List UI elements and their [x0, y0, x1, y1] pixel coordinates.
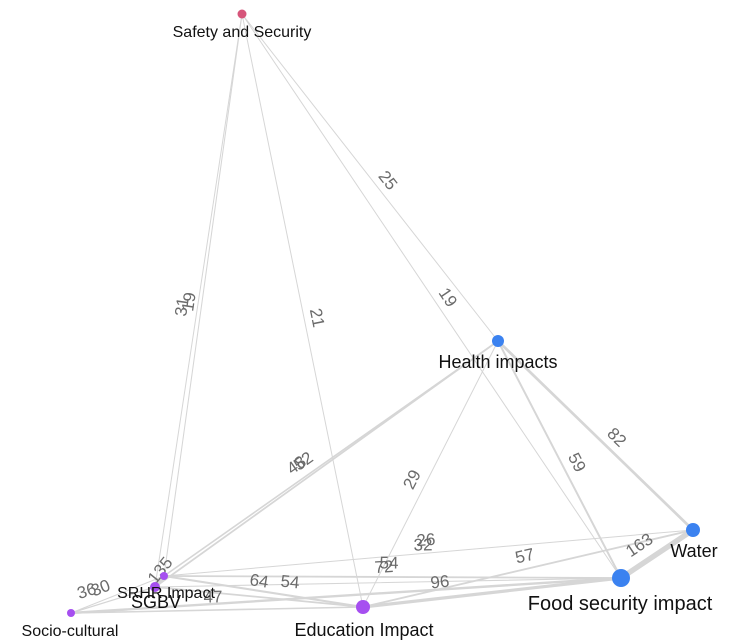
edge-health-education: [362, 340, 499, 608]
edge-health-food: [497, 340, 622, 579]
edge-food-srhr: [163, 575, 622, 579]
edge-health-water: [496, 339, 695, 532]
node-label-srhr: SRHR Impact: [117, 585, 215, 602]
node-education[interactable]: [356, 600, 370, 614]
node-sociocultural[interactable]: [67, 609, 75, 617]
edge-weight-label: 47: [203, 587, 222, 606]
edge-weight-label: 32: [413, 535, 432, 554]
edge-weight-label: 36: [75, 579, 99, 603]
edge-weight-label: 31: [171, 296, 192, 317]
node-label-water: Water: [670, 541, 717, 561]
edge-weight-label: 21: [306, 307, 328, 329]
node-label-health: Health impacts: [438, 352, 557, 372]
edge-weight-label: 96: [429, 571, 450, 592]
edge-safety-sgbv: [154, 13, 243, 588]
edge-weight-label: 26: [416, 530, 437, 551]
edge-weight-label: 54: [280, 572, 301, 593]
edge-srhr-sociocultural: [70, 575, 165, 614]
node-food[interactable]: [612, 569, 630, 587]
node-label-sociocultural: Socio-cultural: [22, 623, 119, 640]
edge-weight-label: 25: [374, 167, 401, 194]
node-srhr[interactable]: [160, 572, 168, 580]
edge-food-sgbv: [154, 577, 622, 588]
node-label-safety: Safety and Security: [173, 24, 312, 41]
edge-safety-srhr: [163, 13, 243, 577]
node-label-sgbv: SGBV: [131, 592, 181, 612]
edge-weight-label: 19: [178, 291, 200, 313]
node-label-education: Education Impact: [294, 620, 433, 640]
edge-education-sociocultural: [70, 606, 364, 614]
edge-weight-label: 54: [379, 553, 398, 572]
edge-weight-label: 64: [248, 570, 270, 592]
edge-sociocultural-food: [69, 576, 623, 615]
node-health[interactable]: [492, 335, 504, 347]
edge-safety-education: [241, 13, 364, 608]
edge-health-sgbv: [154, 340, 499, 588]
edge-water-srhr: [163, 529, 694, 577]
edge-education-srhr: [162, 574, 365, 609]
edge-layer: [69, 13, 696, 615]
node-safety[interactable]: [237, 9, 247, 19]
node-sgbv[interactable]: [150, 582, 160, 592]
edge-education-sgbv: [154, 586, 364, 608]
edge-water-education: [362, 529, 694, 608]
edge-weight-label: 59: [564, 450, 590, 476]
edge-safety-food: [241, 13, 622, 579]
edge-food-education: [361, 576, 623, 609]
node-label-food: Food security impact: [528, 593, 713, 615]
node-water[interactable]: [686, 523, 700, 537]
edge-safety-health: [241, 13, 499, 342]
edge-water-food: [618, 527, 696, 581]
node-layer: [67, 9, 700, 617]
edge-weight-label: 29: [399, 467, 425, 492]
edge-weight-label: 72: [374, 557, 394, 577]
edge-sgbv-sociocultural: [70, 586, 156, 614]
node-label-layer: Safety and Security Health impacts Water Fo…: [22, 24, 718, 640]
edge-weight-label: 57: [513, 545, 536, 568]
